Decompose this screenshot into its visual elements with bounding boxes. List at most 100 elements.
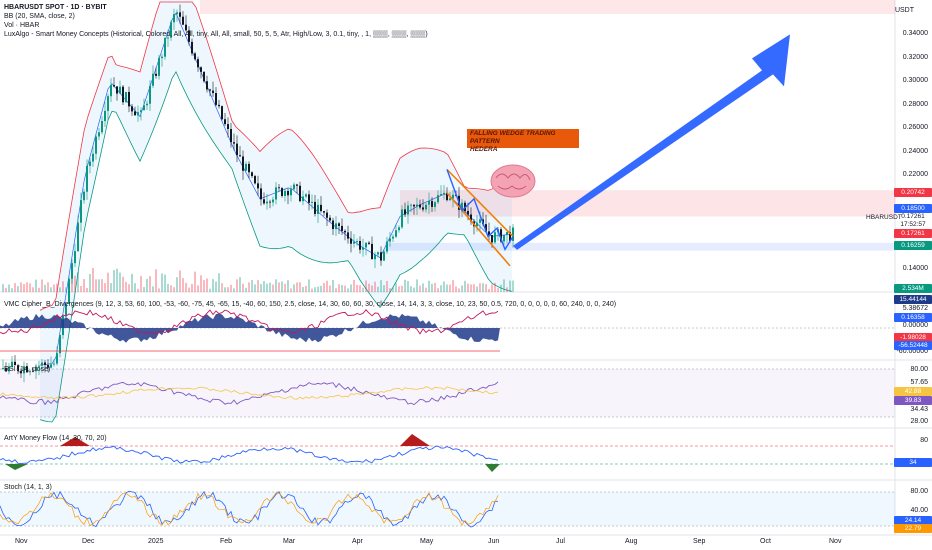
- candle-body: [197, 59, 199, 68]
- volume-bar: [353, 279, 355, 292]
- volume-bar: [119, 272, 121, 292]
- volume-bar: [461, 285, 463, 292]
- volume-bar: [479, 283, 481, 292]
- volume-bar: [44, 284, 46, 292]
- mfi-pane-title[interactable]: ArtY Money Flow (14, 30, 70, 20): [4, 435, 107, 442]
- symbol-title[interactable]: HBARUSDT SPOT · 1D · BYBIT: [4, 4, 107, 11]
- volume-bar: [404, 279, 406, 292]
- vmc-value-tag: -1.98028: [894, 333, 932, 342]
- price-tag: 0.18500: [894, 204, 932, 213]
- candle-body: [302, 196, 304, 202]
- indicator-vol[interactable]: Vol · HBAR: [4, 22, 40, 29]
- mfi-value-tag: 34: [894, 458, 932, 467]
- rsi-band: [0, 369, 895, 417]
- indicator-bb[interactable]: BB (20, SMA, close, 2): [4, 13, 75, 20]
- candle-body: [152, 73, 154, 86]
- currency-label[interactable]: USDT: [894, 7, 914, 14]
- candle-body: [491, 235, 493, 243]
- volume-bar: [431, 283, 433, 292]
- volume-bar: [266, 283, 268, 292]
- candle-body: [428, 201, 430, 205]
- time-tick: Nov: [15, 538, 28, 545]
- rsi-pane-title[interactable]: RSI (14, close): [4, 366, 51, 373]
- volume-bar: [188, 287, 190, 292]
- candle-body: [26, 366, 28, 373]
- candle-body: [269, 201, 271, 203]
- wedge-upper-line: [446, 168, 514, 238]
- candle-body: [377, 252, 379, 255]
- volume-bar: [476, 286, 478, 292]
- pattern-annotation[interactable]: FALLING WEDGE TRADING PATTERN HEDERA: [467, 129, 579, 153]
- price-tag: 0.17261: [894, 229, 932, 238]
- brain-folds: [495, 173, 531, 190]
- candle-body: [104, 110, 106, 121]
- indicator-smc[interactable]: LuxAlgo - Smart Money Concepts (Historic…: [4, 31, 428, 38]
- vmc-pane-title[interactable]: VMC Cipher_B_Divergences (9, 12, 3, 53, …: [4, 301, 617, 308]
- time-tick: Feb: [220, 538, 233, 545]
- volume-bar: [80, 286, 82, 292]
- volume-bar: [509, 280, 511, 292]
- volume-bar: [440, 285, 442, 292]
- volume-bar: [311, 288, 313, 292]
- candle-body: [407, 205, 409, 215]
- candle-body: [272, 199, 274, 203]
- volume-bar: [425, 287, 427, 292]
- candle-body: [239, 155, 241, 157]
- volume-bar: [158, 288, 160, 292]
- candle-body: [413, 204, 415, 207]
- candle-body: [305, 194, 307, 197]
- volume-bar: [269, 282, 271, 292]
- volume-bar: [116, 268, 118, 292]
- stoch-pane-title[interactable]: Stoch (14, 1, 3): [4, 484, 52, 491]
- price-tick: 0.24000: [902, 147, 928, 155]
- volume-bar: [59, 287, 61, 292]
- volume-bar: [128, 284, 130, 292]
- time-tick: Oct: [760, 538, 771, 545]
- volume-bar: [278, 282, 280, 292]
- volume-bar: [254, 284, 256, 292]
- volume-bar: [218, 273, 220, 292]
- wedge-wave: [446, 169, 514, 251]
- candle-body: [398, 227, 400, 231]
- volume-bar: [26, 282, 28, 292]
- resistance-zone: [400, 190, 895, 217]
- candle-body: [158, 58, 160, 76]
- mfi-tick: 80: [920, 437, 928, 444]
- price-tag: 0.17261: [901, 213, 925, 220]
- volume-bar: [257, 280, 259, 292]
- candle-body: [494, 232, 496, 243]
- candle-body: [224, 119, 226, 125]
- candle-body: [14, 361, 16, 366]
- volume-bar: [23, 284, 25, 292]
- candle-body: [410, 204, 412, 206]
- volume-bar: [245, 287, 247, 292]
- volume-bar: [20, 282, 22, 292]
- candle-body: [254, 176, 256, 184]
- candle-body: [116, 86, 118, 94]
- candle-body: [344, 230, 346, 233]
- candle-body: [320, 204, 322, 212]
- volume-bar: [386, 280, 388, 292]
- candle-body: [461, 202, 463, 210]
- candle-body: [215, 93, 217, 105]
- volume-bar: [368, 283, 370, 292]
- vmc-tick: -60.00000: [896, 348, 928, 355]
- volume-bar: [140, 276, 142, 292]
- volume-bar: [77, 272, 79, 292]
- candle-body: [71, 263, 73, 279]
- volume-bar: [512, 280, 514, 292]
- candle-body: [143, 105, 145, 111]
- volume-bar: [347, 288, 349, 292]
- candle-body: [83, 191, 85, 201]
- symbol-axis-label: HBARUSDT: [866, 214, 902, 221]
- volume-bar: [362, 287, 364, 292]
- rsi-tick: 28.00: [910, 418, 928, 425]
- volume-bar: [452, 280, 454, 292]
- candle-body: [80, 200, 82, 223]
- volume-bar: [485, 284, 487, 292]
- candle-body: [419, 204, 421, 208]
- volume-bar: [272, 284, 274, 292]
- support-zone: [385, 242, 895, 251]
- candle-body: [389, 238, 391, 242]
